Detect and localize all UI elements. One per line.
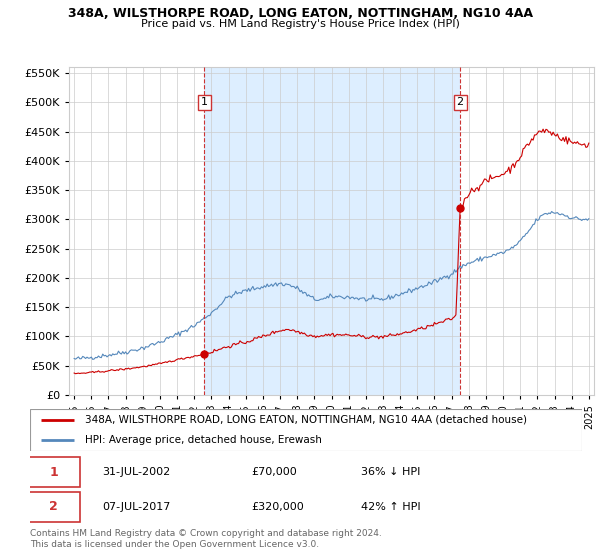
- Text: 2: 2: [49, 500, 58, 513]
- Text: 348A, WILSTHORPE ROAD, LONG EATON, NOTTINGHAM, NG10 4AA: 348A, WILSTHORPE ROAD, LONG EATON, NOTTI…: [67, 7, 533, 20]
- Text: 31-JUL-2002: 31-JUL-2002: [102, 467, 170, 477]
- Text: 42% ↑ HPI: 42% ↑ HPI: [361, 502, 421, 512]
- Text: Price paid vs. HM Land Registry's House Price Index (HPI): Price paid vs. HM Land Registry's House …: [140, 19, 460, 29]
- Text: 07-JUL-2017: 07-JUL-2017: [102, 502, 170, 512]
- Text: £70,000: £70,000: [251, 467, 296, 477]
- Text: Contains HM Land Registry data © Crown copyright and database right 2024.
This d: Contains HM Land Registry data © Crown c…: [30, 529, 382, 549]
- Bar: [204, 67, 460, 395]
- Text: 348A, WILSTHORPE ROAD, LONG EATON, NOTTINGHAM, NG10 4AA (detached house): 348A, WILSTHORPE ROAD, LONG EATON, NOTTI…: [85, 415, 527, 424]
- Text: £320,000: £320,000: [251, 502, 304, 512]
- FancyBboxPatch shape: [27, 457, 80, 487]
- Text: 1: 1: [201, 97, 208, 108]
- FancyBboxPatch shape: [27, 492, 80, 522]
- Text: HPI: Average price, detached house, Erewash: HPI: Average price, detached house, Erew…: [85, 435, 322, 445]
- Text: 2: 2: [457, 97, 464, 108]
- Text: 36% ↓ HPI: 36% ↓ HPI: [361, 467, 421, 477]
- Text: 1: 1: [49, 466, 58, 479]
